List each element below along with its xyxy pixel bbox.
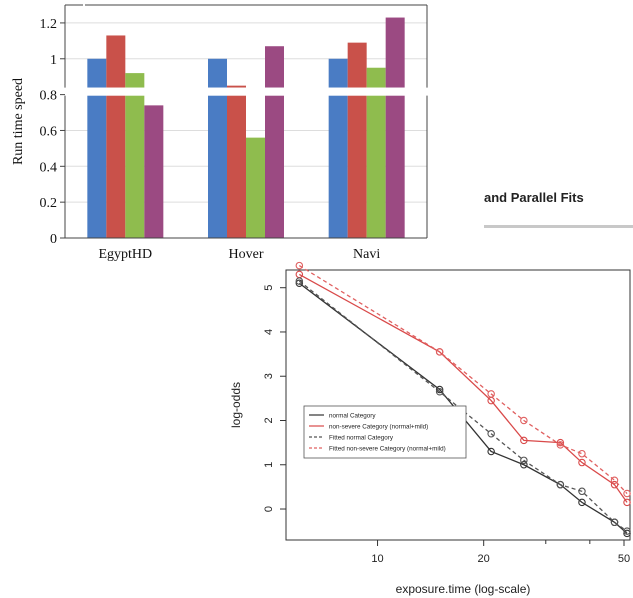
- bar-EgyptHD-0: [87, 58, 107, 239]
- series-point-3: [623, 489, 631, 498]
- x-axis-label: exposure.time (log-scale): [396, 582, 531, 596]
- y-axis-label: log-odds: [229, 382, 243, 428]
- bar-EgyptHD-2: [125, 73, 145, 238]
- legend-label: non-severe Category (normal+mild): [329, 424, 428, 431]
- series-line-3: [298, 265, 628, 494]
- series-point-1: [623, 498, 631, 507]
- series-line-2: [298, 280, 628, 532]
- series-point-2: [623, 527, 631, 535]
- y-tick-label: 1: [263, 462, 275, 468]
- x-tick-label: 20: [478, 553, 490, 565]
- x-tick-label: EgyptHD: [98, 247, 152, 262]
- bar-Navi-0: [328, 58, 348, 239]
- y-tick-label: 5: [263, 285, 275, 291]
- series-point-3: [487, 390, 495, 398]
- axis-break-mask: [59, 87, 433, 96]
- bar-chart: EgyptHD Hover Navi 0 0.2 0.4 0.6 0.8 1 1.2 Run tim…: [11, 4, 433, 262]
- fragment-divider: [484, 225, 633, 228]
- legend-box: [303, 405, 467, 459]
- legend-label: Fitted normal Category: [329, 435, 394, 442]
- y-tick-label: 0: [50, 232, 57, 247]
- series-point-3: [610, 476, 619, 484]
- series-point-3: [520, 416, 528, 425]
- bar-Hover-3: [265, 46, 284, 238]
- y-tick-label: 0.8: [40, 89, 58, 104]
- series-point-3: [435, 348, 444, 356]
- y-tick-label: 1.2: [40, 17, 58, 32]
- series-point-1: [520, 436, 528, 445]
- series-point-0: [578, 498, 586, 507]
- plot-frame: [285, 269, 631, 541]
- series-line-0: [298, 282, 628, 534]
- y-tick-label: 2: [263, 417, 275, 423]
- bar-EgyptHD-3: [144, 105, 164, 238]
- y-tick-label: 0: [263, 506, 275, 512]
- series-point-0: [435, 385, 444, 394]
- y-tick-label: 1: [50, 53, 57, 68]
- series-point-2: [556, 480, 565, 489]
- y-tick-label: 4: [263, 329, 275, 335]
- series-line-1: [299, 273, 628, 503]
- bar-Navi-1: [347, 42, 367, 239]
- series-point-1: [556, 438, 565, 447]
- bar-Hover-0: [208, 58, 227, 239]
- series-point-3: [556, 441, 565, 449]
- y-tick-label: 0.4: [40, 160, 58, 175]
- bar-Navi-2: [366, 67, 386, 238]
- series-point-1: [610, 480, 619, 489]
- series-point-1: [295, 270, 304, 279]
- y-tick-label: 3: [263, 373, 275, 379]
- series-point-2: [578, 487, 586, 496]
- x-tick-label: Hover: [229, 247, 264, 262]
- y-tick-label: 0.2: [40, 196, 58, 211]
- bar-Hover-2: [246, 137, 265, 238]
- series-point-0: [556, 480, 565, 489]
- bar-Navi-3: [385, 17, 405, 238]
- legend-label: normal Category: [329, 413, 376, 420]
- series-point-2: [610, 518, 619, 527]
- y-tick-label: 0.6: [40, 124, 58, 139]
- series-point-0: [295, 279, 304, 288]
- x-tick-label: Navi: [353, 247, 380, 262]
- series-point-0: [487, 447, 495, 456]
- series-point-2: [295, 277, 304, 285]
- series-point-2: [520, 456, 528, 465]
- series-point-0: [520, 461, 528, 469]
- bar-Hover-1: [227, 85, 246, 239]
- series-point-0: [610, 518, 619, 527]
- x-tick-label: 50: [618, 553, 630, 565]
- series-point-1: [435, 348, 444, 356]
- legend-label: Fitted non-severe Category (normal+mild): [329, 446, 446, 453]
- series-point-2: [487, 430, 495, 438]
- series-point-3: [578, 449, 586, 458]
- y-axis-label: Run time speed: [11, 78, 26, 165]
- x-tick-label: 10: [371, 553, 383, 565]
- series-point-0: [623, 529, 631, 538]
- bar-EgyptHD-1: [106, 35, 126, 238]
- series-point-1: [487, 396, 495, 405]
- series-point-2: [435, 387, 444, 396]
- fragment-title: and Parallel Fits: [484, 190, 584, 205]
- series-point-1: [578, 458, 586, 467]
